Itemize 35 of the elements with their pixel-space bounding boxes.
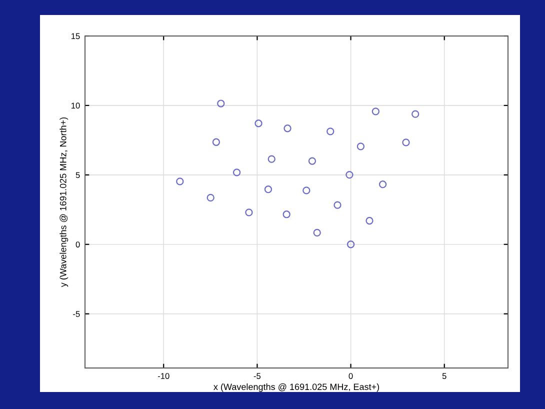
x-tick-label: -5	[254, 373, 261, 379]
point	[412, 110, 420, 118]
point	[378, 180, 387, 188]
y-tick-label: 5	[76, 172, 80, 178]
point	[217, 100, 225, 108]
point	[206, 194, 214, 202]
y-tick-label: 15	[72, 33, 80, 40]
x-axis-title: x (Wavelengths @ 1691.025 MHz, East+)	[214, 383, 380, 392]
point	[282, 210, 290, 218]
y-tick-label: 10	[72, 102, 80, 109]
point	[346, 170, 354, 179]
point	[313, 228, 321, 237]
point	[232, 168, 241, 176]
point	[356, 142, 365, 150]
y-tick-label: 0	[76, 242, 80, 248]
point	[254, 120, 262, 128]
point	[302, 186, 310, 194]
point	[366, 216, 374, 225]
point	[308, 157, 316, 165]
point	[402, 138, 410, 146]
point	[334, 201, 342, 209]
point	[372, 108, 380, 116]
point	[245, 208, 253, 216]
point	[264, 186, 272, 194]
x-tick-label: 0	[348, 373, 353, 379]
point	[176, 178, 184, 186]
x-tick-label: 5	[442, 373, 446, 379]
y-axis-title: y (Wavelengths @ 1691.025 MHz, North+)	[60, 117, 68, 288]
y-tick-label: -5	[73, 311, 80, 317]
point	[284, 124, 292, 132]
point	[326, 128, 334, 136]
x-tick-label: -10	[158, 373, 170, 379]
point	[268, 155, 276, 163]
point	[346, 240, 355, 248]
point	[212, 138, 220, 146]
